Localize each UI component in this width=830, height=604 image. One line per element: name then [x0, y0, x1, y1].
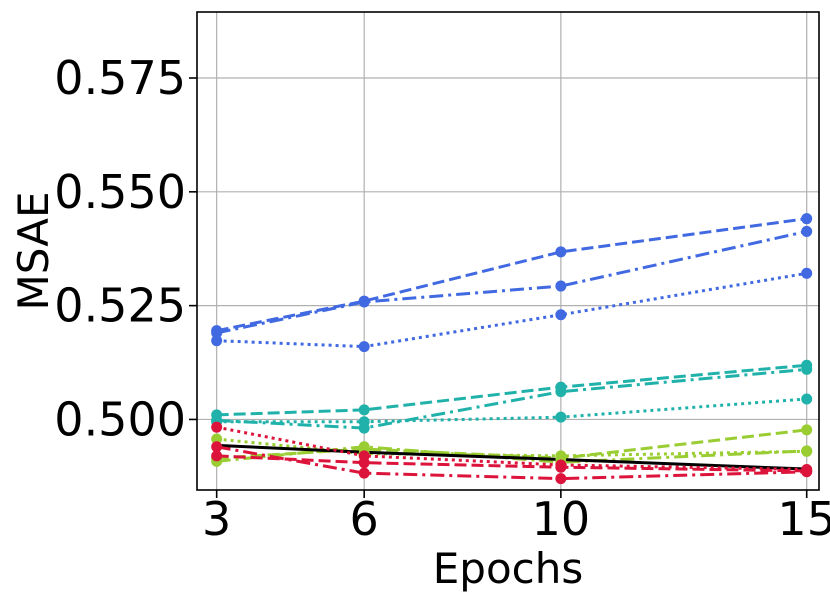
data-point: [358, 404, 370, 416]
data-point: [358, 341, 370, 353]
series-line: [216, 367, 807, 430]
y-axis-title: MSAE: [9, 192, 58, 311]
series-line: [216, 271, 807, 349]
data-point: [211, 421, 223, 433]
data-point: [211, 335, 223, 347]
tick-labels: 3 6 10 15 0.500 0.525 0.550 0.575: [54, 51, 830, 546]
data-point: [358, 467, 370, 479]
x-tick-label: 3: [202, 492, 231, 546]
data-point: [801, 213, 813, 225]
data-point: [555, 450, 567, 462]
data-point: [555, 473, 567, 485]
data-point: [211, 327, 223, 339]
data-point: [555, 386, 567, 398]
data-point: [211, 441, 223, 453]
series-line: [216, 443, 807, 471]
data-point: [801, 225, 813, 237]
data-point: [358, 416, 370, 428]
data-point: [555, 246, 567, 258]
data-point: [555, 411, 567, 423]
y-tick-label: 0.575: [54, 51, 186, 105]
grid-lines: [197, 12, 819, 490]
x-tick-label: 10: [532, 492, 591, 546]
series-line: [216, 229, 808, 335]
y-tick-label: 0.525: [54, 279, 186, 333]
data-point: [358, 296, 370, 308]
data-point: [555, 280, 567, 292]
data-point: [801, 445, 813, 457]
plot-frame: [196, 11, 820, 491]
data-point: [555, 309, 567, 321]
data-point: [801, 464, 813, 476]
x-axis-title: Epochs: [433, 544, 584, 593]
data-point: [211, 433, 223, 445]
series-markers: [211, 213, 813, 485]
series-lines: [216, 217, 808, 481]
data-point: [211, 450, 223, 462]
series-line: [216, 217, 807, 333]
series-line: [216, 425, 807, 472]
data-point: [801, 267, 813, 279]
data-point: [555, 459, 567, 471]
data-point: [801, 424, 813, 436]
data-point: [358, 450, 370, 462]
data-point: [801, 393, 813, 405]
y-tick-label: 0.500: [54, 392, 186, 446]
series-line: [216, 445, 807, 481]
x-tick-label: 15: [777, 492, 830, 546]
y-tick-label: 0.550: [54, 165, 186, 219]
series-line: [216, 363, 807, 417]
series-line: [216, 397, 807, 424]
x-tick-label: 6: [350, 492, 379, 546]
data-point: [801, 363, 813, 375]
axis-ticks: [189, 77, 808, 498]
